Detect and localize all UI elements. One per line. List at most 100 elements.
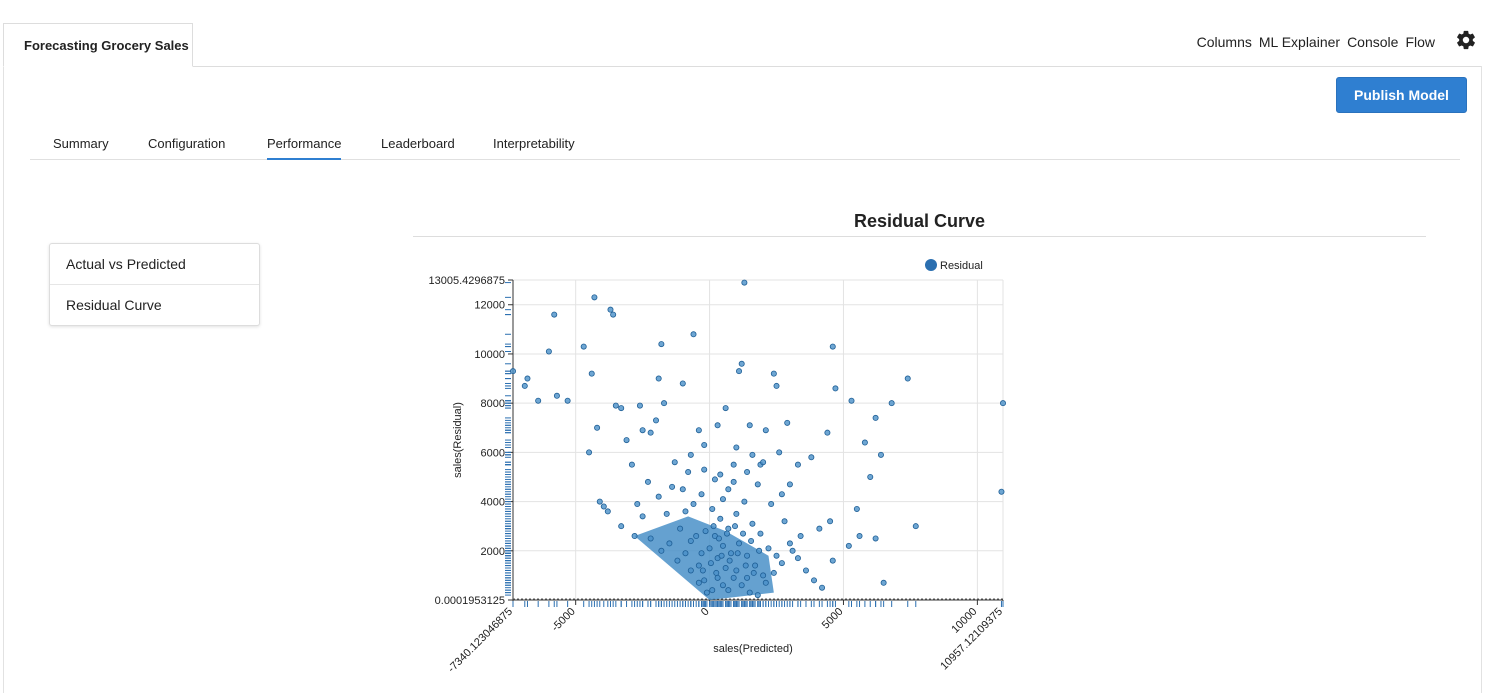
- nav-ml-explainer[interactable]: ML Explainer: [1258, 34, 1341, 50]
- scatter-point: [719, 542, 726, 549]
- y-tick-label: 6000: [481, 447, 505, 459]
- scatter-point: [733, 444, 740, 451]
- scatter-point: [816, 525, 823, 532]
- tab-summary[interactable]: Summary: [53, 136, 109, 151]
- scatter-point: [658, 341, 665, 348]
- scatter-point: [770, 569, 777, 576]
- scatter-point: [744, 574, 751, 581]
- scatter-point: [736, 368, 743, 375]
- scatter-point: [732, 523, 739, 530]
- scatter-point: [786, 481, 793, 488]
- scatter-point: [730, 461, 737, 468]
- scatter-point: [596, 498, 603, 505]
- scatter-point: [644, 478, 651, 485]
- scatter-point: [765, 545, 772, 552]
- scatter-point: [709, 505, 716, 512]
- scatter-point: [762, 579, 769, 586]
- tab-interpretability[interactable]: Interpretability: [493, 136, 575, 151]
- scatter-point: [623, 437, 630, 444]
- scatter-point: [746, 589, 753, 596]
- x-axis-title: sales(Predicted): [713, 643, 792, 655]
- scatter-point: [693, 533, 700, 540]
- scatter-point: [698, 550, 705, 557]
- scatter-point: [685, 469, 692, 476]
- y-tick-label: 12000: [474, 300, 505, 312]
- scatter-point: [770, 370, 777, 377]
- scatter-point: [709, 587, 716, 594]
- scatter-point: [744, 469, 751, 476]
- scatter-point: [877, 451, 884, 458]
- chart-title: Residual Curve: [853, 211, 986, 231]
- scatter-point: [880, 579, 887, 586]
- scatter-point: [829, 343, 836, 350]
- scatter-point: [719, 582, 726, 589]
- scatter-point: [827, 518, 834, 525]
- scatter-point: [677, 525, 684, 532]
- scatter-point: [710, 523, 717, 530]
- scatter-point: [703, 589, 710, 596]
- y-tick-label: 8000: [481, 398, 505, 410]
- scatter-point: [719, 496, 726, 503]
- scatter-point: [904, 375, 911, 382]
- scatter-point: [738, 582, 745, 589]
- scatter-point: [661, 400, 668, 407]
- scatter-point: [682, 508, 689, 515]
- scatter-point: [714, 422, 721, 429]
- scatter-point: [631, 533, 638, 540]
- scatter-point: [754, 481, 761, 488]
- scatter-point: [802, 567, 809, 574]
- panel-border-right: [1481, 66, 1482, 693]
- scatter-point: [776, 449, 783, 456]
- scatter-point: [588, 370, 595, 377]
- scatter-point: [736, 540, 743, 547]
- scatter-point: [748, 537, 755, 544]
- scatter-point: [741, 279, 748, 286]
- scatter-point: [717, 471, 724, 478]
- scatter-point: [999, 400, 1006, 407]
- y-tick-label: 13005.4296875: [429, 275, 505, 287]
- tab-performance[interactable]: Performance: [267, 136, 342, 160]
- scatter-point: [647, 535, 654, 542]
- scatter-point: [741, 498, 748, 505]
- scatter-point: [808, 454, 815, 461]
- scatter-point: [655, 375, 662, 382]
- top-nav: Columns ML Explainer Console Flow: [1190, 34, 1435, 50]
- scatter-point: [742, 562, 749, 569]
- nav-console[interactable]: Console: [1347, 34, 1399, 50]
- chart-title-divider: [413, 236, 1426, 237]
- scatter-point: [832, 385, 839, 392]
- scatter-point: [553, 392, 560, 399]
- dense-point-cluster: [634, 516, 774, 600]
- scatter-point: [618, 405, 625, 412]
- publish-model-button[interactable]: Publish Model: [1336, 77, 1467, 113]
- tab-leaderboard[interactable]: Leaderboard: [381, 136, 455, 151]
- scatter-point: [998, 488, 1005, 495]
- scatter-point: [794, 555, 801, 562]
- nav-flow[interactable]: Flow: [1405, 34, 1435, 50]
- scatter-point: [545, 348, 552, 355]
- scatter-point: [749, 520, 756, 527]
- menu-item-actual-vs-predicted[interactable]: Actual vs Predicted: [66, 256, 186, 272]
- scatter-point: [690, 331, 697, 338]
- project-tab[interactable]: Forecasting Grocery Sales: [3, 23, 193, 67]
- scatter-point: [726, 557, 733, 564]
- scatter-point: [730, 478, 737, 485]
- scatter-point: [773, 382, 780, 389]
- gear-icon[interactable]: [1455, 29, 1477, 51]
- menu-item-residual-curve[interactable]: Residual Curve: [50, 284, 259, 325]
- scatter-point: [744, 552, 751, 559]
- scatter-point: [695, 427, 702, 434]
- chart-selector-menu: Actual vs Predicted Residual Curve: [49, 243, 260, 326]
- tab-configuration[interactable]: Configuration: [148, 136, 226, 151]
- scatter-point: [600, 503, 607, 510]
- scatter-point: [752, 562, 759, 569]
- nav-columns[interactable]: Columns: [1196, 34, 1252, 50]
- scatter-point: [746, 422, 753, 429]
- scatter-point: [713, 569, 720, 576]
- scatter-point: [867, 473, 874, 480]
- scatter-point: [653, 417, 660, 424]
- scatter-point: [768, 501, 775, 508]
- scatter-point: [762, 427, 769, 434]
- scatter-point: [754, 592, 761, 599]
- scatter-point: [845, 542, 852, 549]
